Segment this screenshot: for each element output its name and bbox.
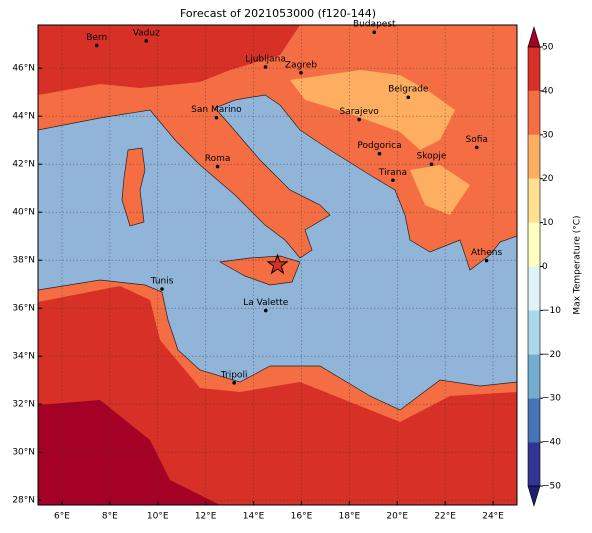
city-label: San Marino [191, 105, 242, 115]
event-star [266, 253, 289, 275]
colorbar-segment [528, 178, 540, 223]
colorbar-tick-label: 30 [542, 130, 554, 140]
city-dot [391, 178, 395, 183]
x-tick-label: 24°E [482, 512, 504, 522]
colorbar-label: Max Temperature (°C) [573, 215, 583, 314]
city-label: Skopje [417, 152, 447, 162]
y-tick-label: 36°N [12, 304, 35, 314]
colorbar-segment [528, 442, 540, 486]
city-dot [299, 70, 303, 75]
y-tick-label: 40°N [12, 208, 35, 218]
colorbar-tick-label: 10 [542, 218, 554, 228]
city-dot [377, 151, 382, 156]
colorbar-segment [528, 47, 540, 91]
colorbar-segment [528, 310, 540, 355]
colorbar-segment [528, 398, 540, 443]
map-frame [37, 24, 518, 506]
colorbar-segment [528, 222, 540, 267]
city-dot [406, 95, 411, 100]
x-tick-label: 18°E [339, 512, 361, 522]
y-tick-label: 34°N [12, 352, 35, 362]
colorbar-segment [528, 134, 540, 179]
x-tick-label: 6°E [54, 512, 70, 522]
city-label: Zagreb [285, 60, 317, 70]
colorbar-segment [528, 266, 540, 311]
x-tick-label: 14°E [243, 512, 265, 522]
colorbar: −50 −40 −30 −20 −10 0 10 20 30 40 50 [527, 25, 561, 508]
city-dot [215, 164, 220, 169]
y-tick-label: 46°N [12, 64, 35, 74]
city-dot [263, 65, 268, 69]
y-tick-label: 44°N [12, 112, 35, 122]
city-label: Sofia [466, 135, 488, 145]
colorbar-tick-label: −20 [542, 350, 561, 360]
y-tick-label: 42°N [12, 160, 35, 170]
y-tick-label: 30°N [12, 448, 35, 458]
x-tick-label: 8°E [102, 512, 118, 522]
city-dot [357, 117, 361, 122]
x-tick-label: 22°E [434, 512, 456, 522]
y-tick-label: 32°N [12, 400, 35, 410]
city-dot [474, 145, 479, 150]
city-dot [144, 39, 149, 43]
city-label: La Valette [243, 298, 288, 308]
colorbar-tick-label: 20 [542, 174, 554, 184]
city-label: Athens [471, 248, 502, 258]
city-dot [214, 115, 219, 120]
colorbar-tick-label: −10 [542, 306, 561, 316]
city-label: Tunis [150, 277, 174, 287]
city-label: Belgrade [388, 85, 429, 95]
colorbar-tick-label: −30 [542, 394, 561, 404]
city-label: Tripoli [220, 370, 248, 380]
x-tick-label: 10°E [147, 512, 169, 522]
city-dot [484, 258, 489, 263]
colorbar-extend-bottom [527, 485, 541, 508]
y-tick-label: 28°N [12, 496, 35, 506]
city-dot [263, 308, 268, 313]
city-dot [94, 43, 99, 48]
x-tick-label: 20°E [386, 512, 408, 522]
colorbar-extend-top [527, 25, 541, 48]
colorbar-segment [528, 354, 540, 399]
city-label: Vaduz [133, 28, 160, 38]
city-label: Budapest [353, 20, 396, 30]
city-dot [232, 381, 236, 385]
city-label: Bern [86, 33, 107, 43]
city-dot [429, 162, 434, 166]
city-label: Sarajevo [340, 107, 380, 117]
title: Forecast of 2021053000 (f120-144) [180, 7, 376, 20]
y-tick-label: 38°N [12, 256, 35, 266]
colorbar-segment [528, 90, 540, 135]
x-tick-label: 12°E [195, 512, 217, 522]
city-label: Roma [205, 154, 231, 164]
city-label: Ljubljana [245, 55, 286, 65]
colorbar-tick-label: 50 [542, 43, 554, 53]
colorbar-tick-label: −40 [542, 438, 561, 448]
city-dot [372, 30, 377, 34]
city-dot [160, 287, 164, 291]
city-label: Tirana [378, 168, 407, 178]
colorbar-tick-label: −50 [542, 482, 561, 492]
colorbar-tick-label: 0 [542, 262, 548, 272]
city-label: Podgorica [357, 141, 401, 151]
x-tick-label: 16°E [291, 512, 313, 522]
colorbar-tick-label: 40 [542, 86, 554, 96]
